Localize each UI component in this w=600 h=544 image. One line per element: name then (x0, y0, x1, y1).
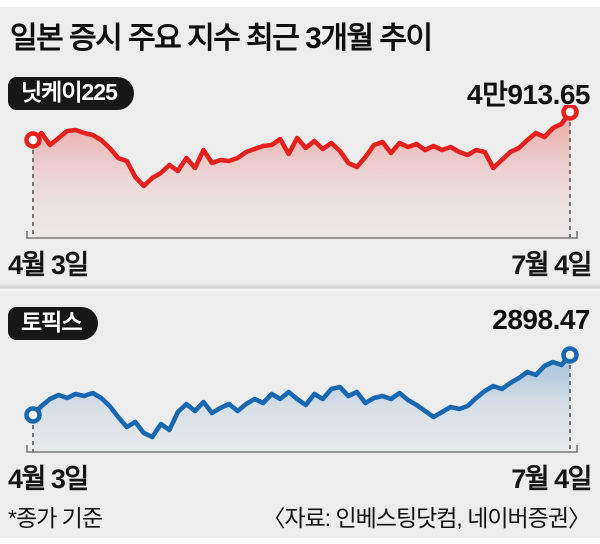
infographic-panel: 일본 증시 주요 지수 최근 3개월 추이 닛케이225 4만913.65 4월… (0, 7, 600, 538)
section-divider (0, 284, 600, 293)
start-marker (24, 131, 42, 149)
end-marker (561, 105, 579, 121)
topix-axis-start-label: 4월 3일 (8, 464, 89, 494)
topix-last-value: 2898.47 (492, 304, 590, 335)
start-marker (24, 406, 42, 424)
nikkei-axis-end-label: 7월 4일 (511, 250, 592, 280)
topix-axis-end-label: 7월 4일 (511, 464, 592, 494)
topix-line-chart (24, 346, 579, 453)
page-title: 일본 증시 주요 지수 최근 3개월 추이 (10, 22, 433, 55)
data-source: 〈자료: 인베스팅닷컴, 네이버증권〉 (262, 505, 591, 531)
end-marker (561, 346, 579, 364)
x-axis (26, 231, 578, 239)
footnote-closing-price: *종가 기준 (8, 505, 103, 531)
nikkei-line-chart (24, 105, 579, 239)
area-fill (33, 112, 570, 238)
nikkei-badge: 닛케이225 (8, 77, 134, 110)
nikkei-axis-start-label: 4월 3일 (8, 250, 89, 280)
index-line (30, 352, 573, 440)
topix-badge: 토픽스 (8, 307, 99, 340)
x-axis (26, 445, 578, 453)
index-line (30, 109, 573, 189)
